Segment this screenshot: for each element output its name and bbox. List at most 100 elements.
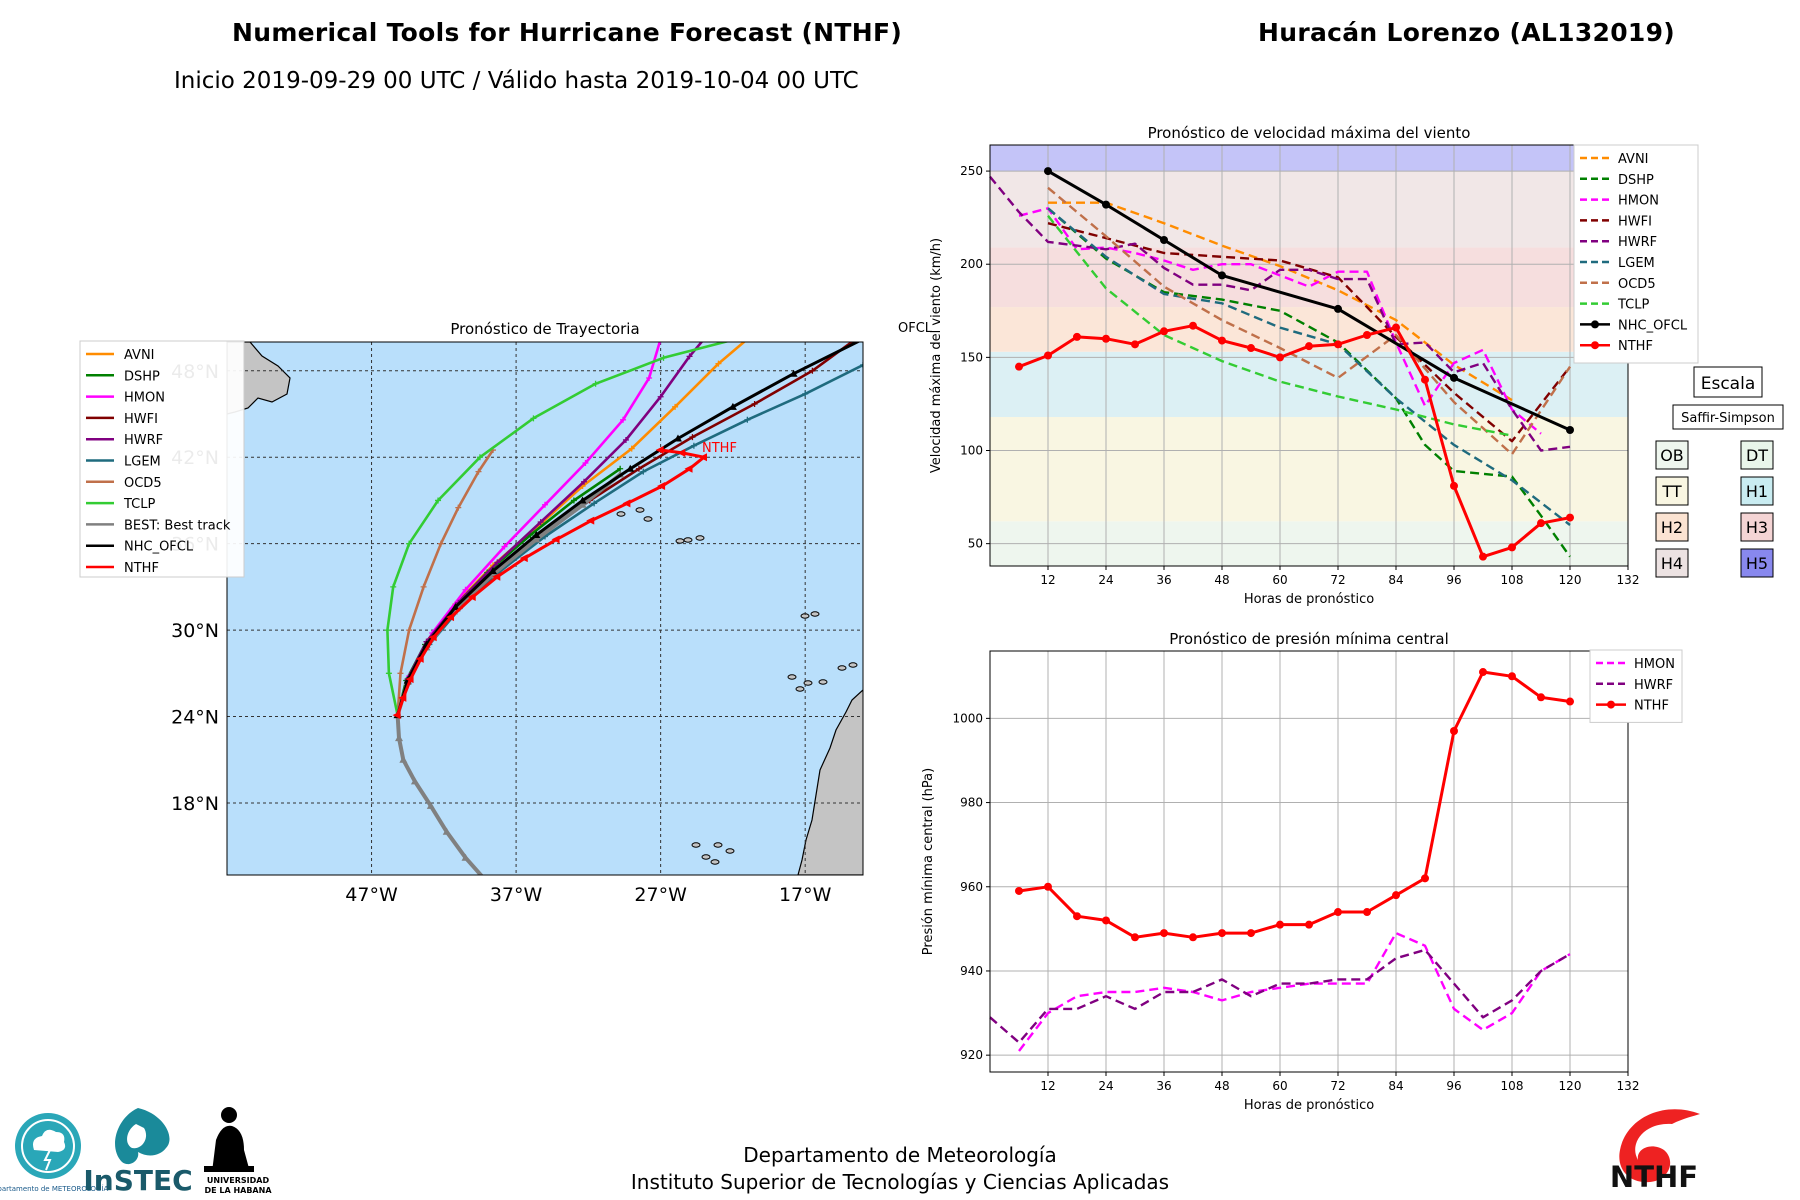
pressure-ylabel: Presión mínima central (hPa) [921,768,936,955]
track-marker-nthf [551,535,560,544]
footer-line2: Instituto Superior de Tecnologías y Cien… [630,1170,1170,1194]
wind-point-nthf [1508,543,1516,552]
track-marker-dshp [570,497,577,504]
island-9 [795,686,805,692]
track-marker-nhc-ofcl [626,464,635,472]
track-marker-best-best-track [399,755,408,763]
track-marker-nhc-ofcl [789,369,798,377]
track-marker-lgem [860,362,863,369]
wind-point-nthf [1189,321,1197,330]
footer-line1: Departamento de Meteorología [743,1143,1057,1167]
scale-box-h1 [1740,476,1774,506]
wind-x-tick: 108 [1501,573,1524,587]
wind-point-nhc-ofcl [1566,426,1574,435]
track-marker-hmon [501,543,508,550]
dept-logo: Departamento de METEOROLOGÍA [0,1113,109,1193]
wind-x-tick: 120 [1559,573,1582,587]
track-marker-best-best-track [442,827,451,835]
pressure-point-nthf [1363,908,1371,917]
wind-point-nthf [1044,351,1052,360]
track-marker-best-best-track [578,500,587,508]
footer: Departamento de Meteorología Instituto S… [620,1142,1180,1196]
uh-logo-base [204,1166,254,1172]
island-4 [695,535,705,541]
wind-point-nthf [1479,552,1487,561]
scale-label-ob: OB [1660,446,1684,465]
wind-point-nthf [1102,334,1110,343]
wind-point-nthf [1392,323,1400,332]
track-marker-nhc-ofcl [673,434,682,442]
wind-band-2 [990,351,1628,417]
track-chart: NTHF Pronóstico de Trayectoria 47°W 37°W 27°… [79,320,864,906]
wind-x-tick: 48 [1214,573,1229,587]
validity-text: Inicio 2019-09-29 00 UTC / Válido hasta … [174,68,859,94]
island-16 [725,848,735,854]
pressure-x-tick: 48 [1214,1079,1229,1093]
track-marker-tclp [476,454,483,461]
scale-box-ob [1655,440,1689,470]
track-legend-label-ocd5: OCD5 [124,476,162,491]
track-marker-nhc-ofcl [578,496,587,504]
track-legend-label-hwrf: HWRF [124,433,163,448]
track-marker-nthf [405,675,414,684]
scale-label-h5: H5 [1746,554,1768,573]
scale-box-h2 [1655,512,1689,542]
track-marker-nthf [467,592,476,601]
wind-point-nthf [1073,332,1081,341]
wind-legend-marker-nhc-ofcl [1591,320,1599,329]
track-marker-hmon [659,342,662,343]
uh-logo-text-1: UNIVERSIDAD [207,1176,270,1185]
wind-chart: 12 24 36 48 60 72 84 96 108 120 132 50 100 150 200 250 P… [898,124,1699,607]
track-marker-nhc-ofcl [451,603,460,611]
pressure-point-nthf [1218,929,1226,938]
scale-box-h5 [1740,548,1774,578]
track-legend-label-dshp: DSHP [124,369,160,384]
track-marker-ocd5 [406,627,413,634]
scale-title-box [1693,366,1763,398]
pressure-line-nthf [1018,670,1571,939]
island-1 [635,507,645,513]
wind-title: Pronóstico de velocidad máxima del vient… [1148,124,1471,142]
pressure-y-tick: 940 [960,964,983,978]
track-x-tick: 37°W [490,884,543,906]
track-marker-avni [672,403,679,410]
track-marker-nhc-ofcl [859,342,863,343]
pressure-point-nthf [1537,693,1545,702]
track-nhc-ofcl [396,342,861,716]
map-frame [226,341,864,876]
pressure-line-hmon [1018,931,1571,1052]
track-marker-nthf [699,453,707,462]
nthf-logo-swirl-icon [1619,1109,1700,1183]
track-marker-lgem [744,416,751,423]
track-marker-tclp [660,354,667,361]
instec-logo-emblem [115,1108,170,1165]
pressure-point-nthf [1479,668,1487,677]
uh-logo-figure [212,1125,250,1172]
pressure-xlabel: Horas de pronóstico [1244,1098,1374,1113]
wind-x-tick: 72 [1330,573,1345,587]
wind-y-tick: 50 [968,537,983,551]
africa-landmass [797,689,863,875]
pressure-point-nthf [1189,933,1197,942]
track-marker-nhc-ofcl [532,531,541,539]
track-marker-nthf [428,633,437,642]
track-marker-avni [628,445,635,452]
wind-point-nhc-ofcl [1218,271,1226,280]
scale-box-h4 [1655,548,1689,578]
pressure-frame [989,650,1629,1073]
scale-box-dt [1740,440,1774,470]
track-marker-hwrf [657,393,664,400]
track-marker-nthf [655,446,664,455]
storm-title: Huracán Lorenzo (AL132019) [1258,18,1676,47]
track-marker-nthf [519,554,528,563]
pressure-legend-label-hmon: HMON [1634,657,1675,672]
pressure-x-tick: 72 [1330,1079,1345,1093]
pressure-x-tick: 96 [1446,1079,1461,1093]
scale-box-h3 [1740,512,1774,542]
track-ocd5 [396,449,495,716]
wind-xlabel: Horas de pronóstico [1244,592,1374,607]
wind-point-nhc-ofcl [1334,304,1342,313]
track-marker-hwrf [686,353,693,360]
